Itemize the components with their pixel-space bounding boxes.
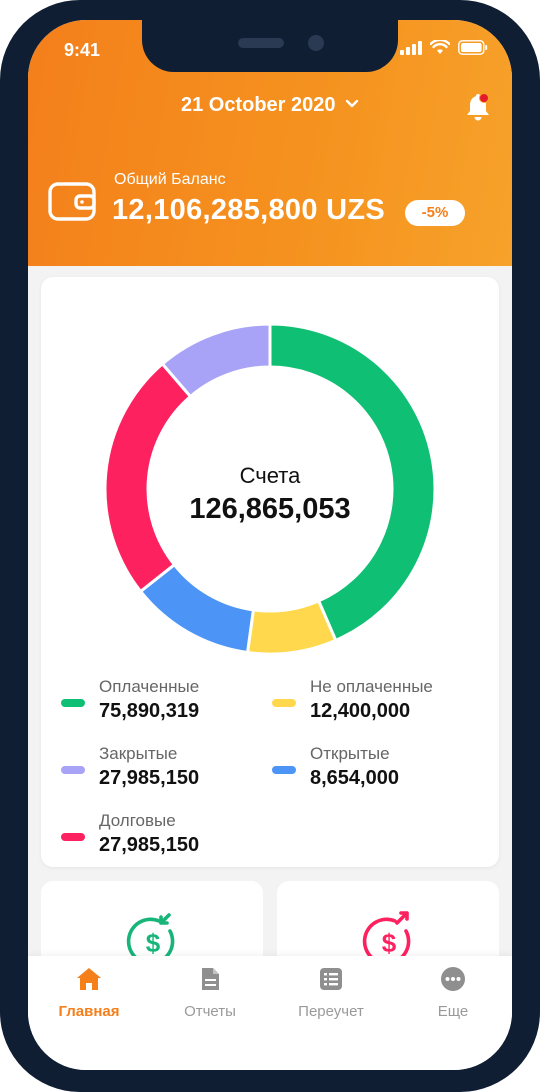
legend-value: 75,890,319: [99, 700, 200, 722]
camera: [308, 35, 324, 51]
legend-label: Закрытые: [99, 744, 178, 763]
status-icons: [400, 40, 488, 55]
notch: [142, 20, 398, 72]
list-icon: [320, 968, 342, 990]
svg-text:$: $: [146, 928, 161, 958]
power-button: [534, 222, 540, 332]
volume-up-button: [0, 200, 6, 266]
tab-label: Главная: [58, 1003, 120, 1020]
accounts-card: Счета 126,865,053 Оплаченные 75,890,319 …: [41, 277, 499, 867]
tab-label: Отчеты: [184, 1003, 236, 1020]
donut-slice-5[interactable]: [160, 322, 272, 399]
legend-value: 8,654,000: [310, 767, 399, 789]
legend-swatch: [272, 699, 296, 707]
accounts-donut-chart[interactable]: [103, 322, 437, 656]
change-badge: -5%: [405, 200, 465, 226]
legend-label: Не оплаченные: [310, 677, 433, 696]
battery-icon: [458, 40, 488, 55]
status-time: 9:41: [64, 40, 101, 60]
chevron-down-icon: [345, 99, 359, 108]
tab-home[interactable]: Главная: [34, 966, 144, 1020]
legend-swatch: [61, 833, 85, 841]
donut-slice-2[interactable]: [245, 598, 338, 656]
tab-label: Переучет: [298, 1003, 364, 1020]
legend-value: 27,985,150: [99, 767, 200, 789]
chart-center-title: Счета: [239, 463, 301, 488]
bell-icon: [467, 93, 489, 121]
balance-label: Общий Баланс: [114, 171, 226, 188]
legend-swatch: [61, 766, 85, 774]
wallet-icon: [48, 180, 96, 221]
tab-more[interactable]: Еще: [398, 966, 508, 1020]
tab-reports[interactable]: Отчеты: [155, 966, 265, 1020]
date-selector[interactable]: 21 October 2020: [28, 94, 512, 117]
home-icon: [77, 968, 101, 990]
tab-label: Еще: [437, 1003, 469, 1020]
report-icon: [202, 968, 219, 990]
wifi-icon: [430, 40, 450, 54]
tab-bar: Главная Отчеты: [28, 956, 512, 1070]
legend-swatch: [272, 766, 296, 774]
mute-switch: [0, 130, 6, 164]
balance-value: 12,106,285,800 UZS: [112, 194, 386, 226]
tab-inventory[interactable]: Переучет: [276, 966, 386, 1020]
legend-label: Оплаченные: [99, 677, 200, 696]
legend-swatch: [61, 699, 85, 707]
donut-slice-1[interactable]: [268, 322, 437, 643]
more-icon: [441, 967, 465, 991]
header: 9:41: [28, 20, 512, 266]
chart-center-value: 126,865,053: [189, 493, 351, 525]
legend-label: Долговые: [99, 811, 176, 830]
legend-value: 12,400,000: [310, 700, 411, 722]
legend-label: Открытые: [310, 744, 390, 763]
date-label: 21 October 2020: [180, 94, 336, 116]
svg-text:$: $: [382, 928, 397, 958]
cellular-signal-icon: [400, 40, 422, 55]
screen: 9:41: [28, 20, 512, 1070]
speaker: [238, 38, 284, 48]
notifications-button[interactable]: [462, 92, 494, 129]
volume-down-button: [0, 284, 6, 350]
legend-value: 27,985,150: [99, 834, 200, 856]
